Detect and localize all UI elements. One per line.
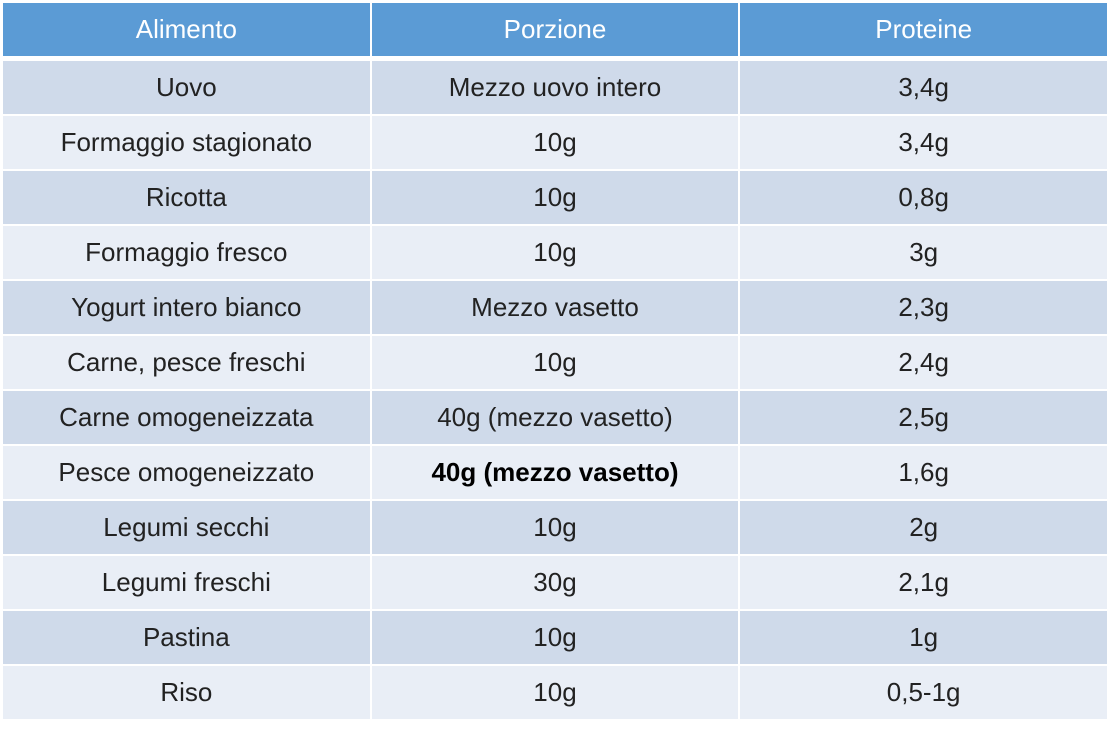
table-cell: 2,4g: [740, 336, 1107, 389]
table-cell: 3,4g: [740, 116, 1107, 169]
table-row: Yogurt intero bianco Mezzo vasetto 2,3g: [3, 281, 1107, 334]
table-cell: 3,4g: [740, 61, 1107, 114]
table-cell: 2,3g: [740, 281, 1107, 334]
table-cell: Riso: [3, 666, 370, 719]
table-cell: 40g (mezzo vasetto): [371, 446, 739, 499]
table-cell: Mezzo uovo intero: [371, 61, 739, 114]
table-cell: Carne, pesce freschi: [3, 336, 370, 389]
table-cell: 0,5-1g: [740, 666, 1107, 719]
table-cell: 10g: [371, 116, 739, 169]
table-row: Uovo Mezzo uovo intero 3,4g: [3, 61, 1107, 114]
table-row: Ricotta 10g 0,8g: [3, 171, 1107, 224]
table-cell: Pesce omogeneizzato: [3, 446, 370, 499]
header-cell: Proteine: [740, 3, 1107, 59]
table-row: Legumi freschi 30g 2,1g: [3, 556, 1107, 609]
table-cell: Formaggio stagionato: [3, 116, 370, 169]
table-row: Carne, pesce freschi 10g 2,4g: [3, 336, 1107, 389]
table-row: Pesce omogeneizzato 40g (mezzo vasetto) 1,…: [3, 446, 1107, 499]
table-cell: 2g: [740, 501, 1107, 554]
table-body: Uovo Mezzo uovo intero 3,4g Formaggio stagi…: [3, 61, 1107, 719]
table-cell: Pastina: [3, 611, 370, 664]
table-cell: 10g: [371, 336, 739, 389]
table-cell: Yogurt intero bianco: [3, 281, 370, 334]
table-row: Riso 10g 0,5-1g: [3, 666, 1107, 719]
header-row: Alimento Porzione Proteine: [3, 3, 1107, 59]
table-cell: Legumi secchi: [3, 501, 370, 554]
table-cell: 2,5g: [740, 391, 1107, 444]
table-cell: Carne omogeneizzata: [3, 391, 370, 444]
header-cell: Alimento: [3, 3, 370, 59]
table-cell: Mezzo vasetto: [371, 281, 739, 334]
table-cell: 10g: [371, 226, 739, 279]
table-cell: 40g (mezzo vasetto): [371, 391, 739, 444]
table-row: Formaggio fresco 10g 3g: [3, 226, 1107, 279]
table-cell: 10g: [371, 501, 739, 554]
table-cell: Ricotta: [3, 171, 370, 224]
table-row: Pastina 10g 1g: [3, 611, 1107, 664]
table-cell: Formaggio fresco: [3, 226, 370, 279]
table-row: Legumi secchi 10g 2g: [3, 501, 1107, 554]
table-cell: Legumi freschi: [3, 556, 370, 609]
table-cell: 0,8g: [740, 171, 1107, 224]
table-cell: 2,1g: [740, 556, 1107, 609]
table-row: Formaggio stagionato 10g 3,4g: [3, 116, 1107, 169]
table-cell: 10g: [371, 666, 739, 719]
table-cell: 30g: [371, 556, 739, 609]
table-cell: 3g: [740, 226, 1107, 279]
table-cell: 1,6g: [740, 446, 1107, 499]
table-cell: 10g: [371, 611, 739, 664]
header-cell: Porzione: [371, 3, 739, 59]
table-row: Carne omogeneizzata 40g (mezzo vasetto) 2,…: [3, 391, 1107, 444]
table-cell: Uovo: [3, 61, 370, 114]
table-cell: 1g: [740, 611, 1107, 664]
table-cell: 10g: [371, 171, 739, 224]
